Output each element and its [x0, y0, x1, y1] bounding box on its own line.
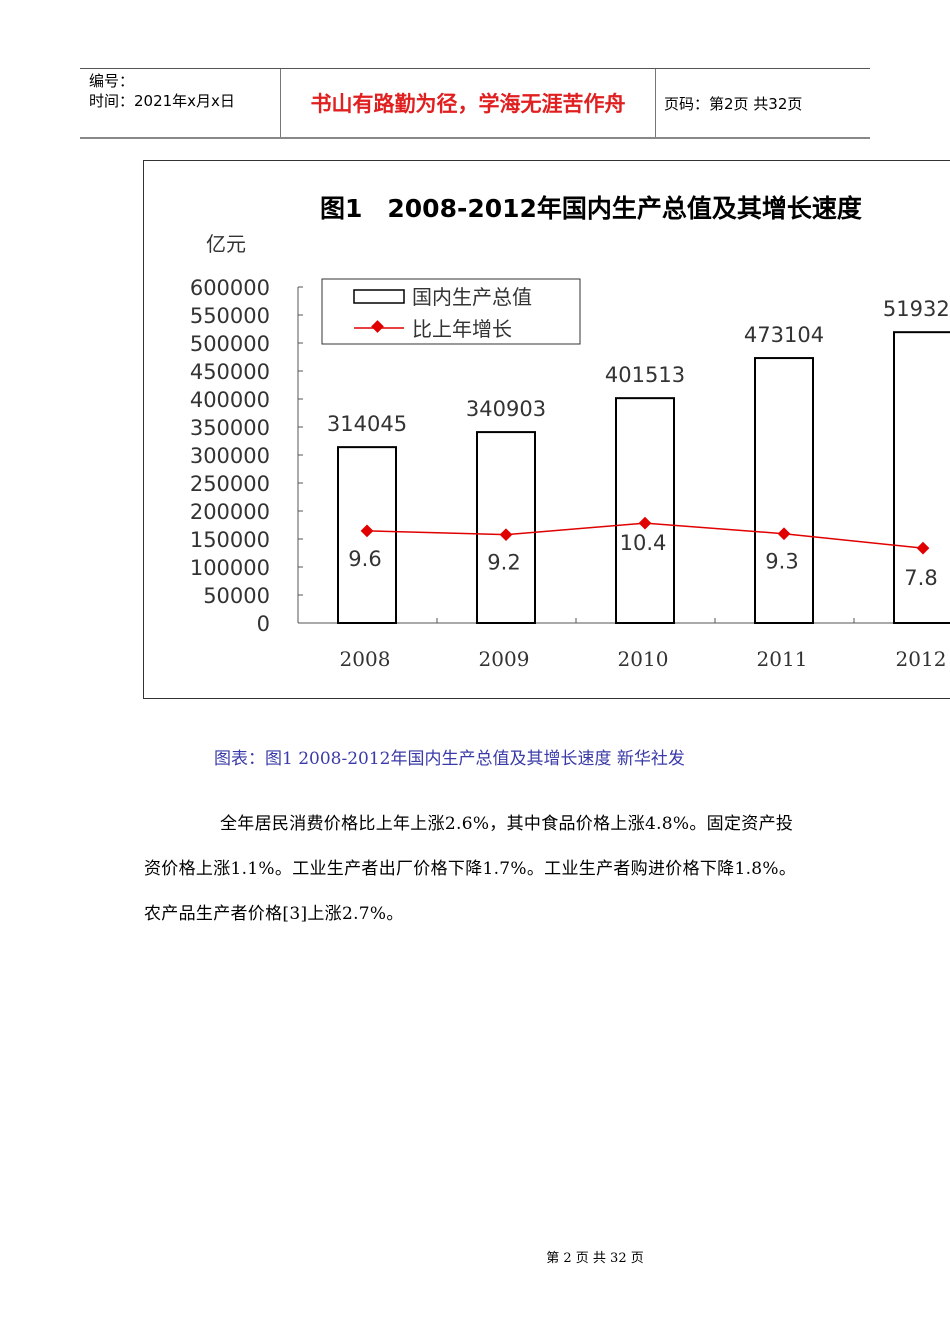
- body-paragraph: 全年居民消费价格比上年上涨2.6%，其中食品价格上涨4.8%。固定资产投资价格上…: [144, 814, 797, 924]
- x-tick-label: 2009: [479, 647, 530, 671]
- date-label: 时间：2021年x月x日: [89, 92, 235, 110]
- x-tick-label: 2010: [618, 647, 669, 671]
- y-tick-label: 400000: [190, 388, 270, 412]
- growth-marker: [360, 524, 374, 538]
- legend-diamond-icon: [371, 320, 384, 333]
- gdp-data-label: 473104: [744, 323, 824, 347]
- gdp-chart: 图1 2008-2012年国内生产总值及其增长速度 亿元 600000 55000…: [190, 194, 950, 671]
- growth-data-label: 10.4: [620, 531, 667, 555]
- gdp-bar: [476, 431, 536, 625]
- y-axis-label: 亿元: [206, 232, 246, 256]
- growth-data-label: 9.6: [348, 547, 381, 571]
- legend-gdp: 国内生产总值: [412, 285, 532, 309]
- y-tick-label: 500000: [190, 332, 270, 356]
- gdp-bar: [754, 357, 814, 624]
- page-footer: 第 2 页 共 32 页: [546, 1251, 644, 1266]
- y-tick-label: 600000: [190, 276, 270, 300]
- y-tick-label: 50000: [203, 584, 270, 608]
- gdp-data-label: 401513: [605, 363, 685, 387]
- legend: 国内生产总值 比上年增长: [321, 278, 581, 345]
- x-tick-label: 2011: [757, 647, 808, 671]
- y-tick-label: 100000: [190, 556, 270, 580]
- figure-caption: 图表：图1 2008-2012年国内生产总值及其增长速度 新华社发: [214, 749, 685, 769]
- gdp-data-label: 314045: [327, 412, 407, 436]
- legend-bar-swatch: [353, 289, 405, 304]
- gdp-bar: [893, 331, 950, 624]
- x-tick-label: 2012: [896, 647, 947, 671]
- gdp-data-label: 519322: [883, 297, 950, 321]
- y-tick-label: 450000: [190, 360, 270, 384]
- y-tick-label: 250000: [190, 472, 270, 496]
- growth-data-label: 7.8: [904, 566, 937, 590]
- y-tick-label: 300000: [190, 444, 270, 468]
- chart-frame: 图1 2008-2012年国内生产总值及其增长速度 亿元 600000 55000…: [143, 160, 950, 699]
- y-tick-label: 150000: [190, 528, 270, 552]
- y-tick-label: 550000: [190, 304, 270, 328]
- gdp-bar: [615, 397, 675, 624]
- growth-data-label: 9.2: [487, 551, 520, 575]
- x-tick-label: 2008: [340, 647, 391, 671]
- y-tick-label: 0: [257, 612, 270, 636]
- y-tick-label: 200000: [190, 500, 270, 524]
- header-meta: 编号： 时间：2021年x月x日: [80, 69, 280, 137]
- gdp-data-label: 340903: [466, 397, 546, 421]
- chart-title: 图1 2008-2012年国内生产总值及其增长速度: [320, 194, 862, 223]
- legend-growth: 比上年增长: [412, 317, 512, 341]
- motto: 书山有路勤为径，学海无涯苦作舟: [280, 69, 656, 137]
- number-label: 编号：: [89, 72, 135, 90]
- growth-data-label: 9.3: [765, 550, 798, 574]
- page-info: 页码：第2页 共32页: [664, 94, 803, 113]
- y-tick-label: 350000: [190, 416, 270, 440]
- document-header: 编号： 时间：2021年x月x日 书山有路勤为径，学海无涯苦作舟 页码：第2页 …: [80, 68, 870, 139]
